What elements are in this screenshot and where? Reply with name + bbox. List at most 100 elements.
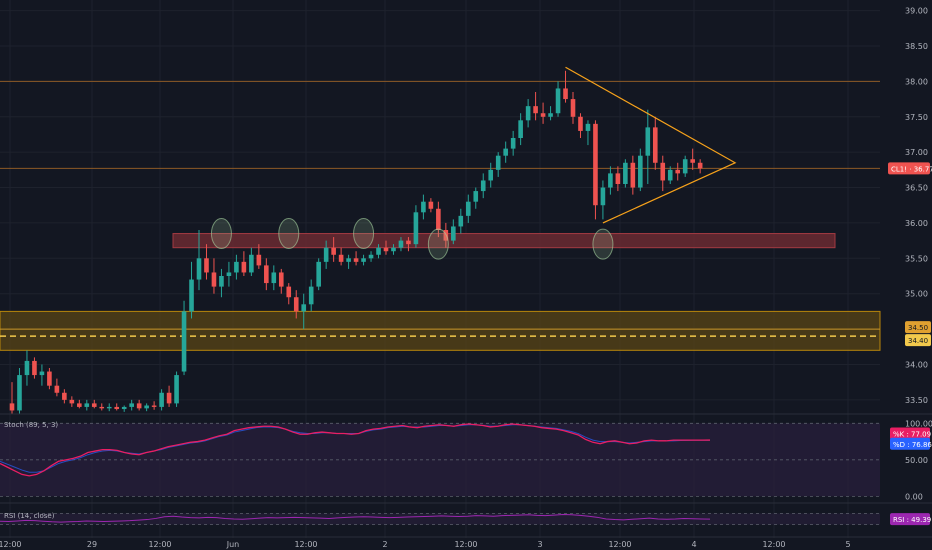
candle-down: [77, 403, 82, 407]
candle-up: [144, 405, 149, 409]
candle-down: [690, 159, 695, 163]
candle-down: [675, 169, 681, 174]
stoch-pane: [0, 422, 880, 497]
time-tick-label: 12:00: [762, 540, 785, 549]
triangle-pattern: [565, 66, 737, 224]
candle-up: [451, 226, 456, 241]
rsi-badge-bg: [890, 513, 930, 526]
price-tick-label: 38.00: [905, 77, 928, 86]
candle-up: [121, 406, 127, 410]
price-tick-label: 36.00: [905, 219, 928, 228]
candle-up: [308, 286, 314, 305]
price-tick-label: 36.50: [905, 184, 928, 193]
axes: 39.00 38.50 38.00 37.50 37.00 36.50 36.00 35.50…: [0, 7, 932, 549]
candle-down: [383, 247, 389, 252]
candle-down: [436, 208, 441, 230]
candle-up: [398, 240, 404, 248]
time-tick-label: 29: [87, 540, 97, 549]
price-badge: CL1! · 36.77: [891, 165, 932, 173]
support-badge-bottom-bg: [905, 334, 931, 347]
candle-down: [278, 272, 284, 287]
rsi-pane: [0, 513, 880, 525]
price-tick-label: 37.50: [905, 113, 928, 122]
candle-up: [234, 261, 239, 273]
candle-up: [196, 258, 202, 280]
candle-down: [32, 360, 37, 376]
support-badge-top: 34.50: [908, 324, 928, 332]
candle-up: [645, 127, 651, 156]
candle-up: [226, 272, 232, 276]
time-tick-label: 3: [537, 540, 542, 549]
candle-down: [62, 392, 67, 400]
rsi-band-bg: [0, 513, 880, 525]
candle-down: [99, 406, 105, 409]
zones: [0, 80, 881, 351]
candle-down: [241, 261, 247, 273]
candle-down: [331, 247, 336, 255]
time-tick-label: 4: [691, 540, 696, 549]
time-tick-label: 12:00: [294, 540, 317, 549]
candle-down: [660, 162, 666, 181]
candle-up: [17, 375, 22, 411]
candle-up: [510, 138, 516, 149]
candle-up: [488, 169, 494, 181]
time-tick-label: 12:00: [608, 540, 631, 549]
candle-up: [585, 123, 591, 131]
candle-up: [421, 201, 426, 213]
time-tick-label: 12:00: [0, 540, 22, 549]
candle-down: [114, 406, 120, 410]
candle-up: [518, 120, 523, 138]
time-tick-label: Jun: [226, 540, 240, 549]
candle-down: [54, 385, 60, 393]
stoch-k-line: [0, 423, 711, 477]
candle-up: [548, 113, 553, 117]
candle-down: [91, 403, 97, 407]
candle-down: [264, 265, 269, 284]
candle-up: [608, 173, 613, 188]
annotations: [210, 66, 737, 260]
stoch-k-badge: %K : 77.09: [893, 431, 931, 439]
candle-down: [256, 254, 262, 266]
candle-up: [413, 212, 419, 245]
candle-down: [69, 399, 75, 404]
candle-down: [406, 240, 411, 245]
rsi-badge: RSI : 49.39: [893, 516, 931, 524]
stoch-d-badge: %D : 76.86: [893, 441, 932, 449]
candle-down: [593, 123, 598, 206]
candle-up: [129, 403, 134, 407]
candle-up: [181, 311, 187, 372]
candle-down: [615, 173, 621, 184]
candle-down: [204, 258, 209, 273]
candle-up: [525, 106, 531, 121]
touch-circle: [427, 228, 449, 260]
candle-up: [316, 261, 321, 287]
candle-up: [219, 276, 224, 287]
candle-down: [697, 162, 703, 169]
touch-circle: [210, 218, 232, 250]
candle-down: [286, 286, 292, 298]
candle-up: [638, 155, 643, 188]
candle-up: [249, 254, 254, 273]
price-tick-label: 35.00: [905, 290, 928, 299]
candle-down: [353, 258, 359, 262]
price-tick-label: 37.00: [905, 148, 928, 157]
candle-down: [211, 272, 217, 287]
candle-down: [9, 403, 15, 411]
stoch-tick-label: 0.00: [905, 492, 923, 501]
stoch-tick-label: 100.00: [905, 419, 932, 428]
stoch-label: Stoch (89, 5, 3): [4, 421, 58, 429]
candle-up: [495, 155, 501, 170]
candle-up: [189, 279, 194, 312]
candle-up: [391, 247, 396, 252]
candle-down: [443, 230, 449, 241]
touch-circle: [278, 218, 300, 250]
candle-up: [271, 272, 277, 284]
candle-up: [503, 148, 508, 156]
time-tick-label: 12:00: [454, 540, 477, 549]
candle-down: [166, 392, 172, 404]
candle-up: [301, 304, 307, 312]
candle-down: [578, 116, 583, 131]
resistance-zone: [172, 233, 836, 249]
support-badge-bottom: 34.40: [908, 337, 928, 345]
